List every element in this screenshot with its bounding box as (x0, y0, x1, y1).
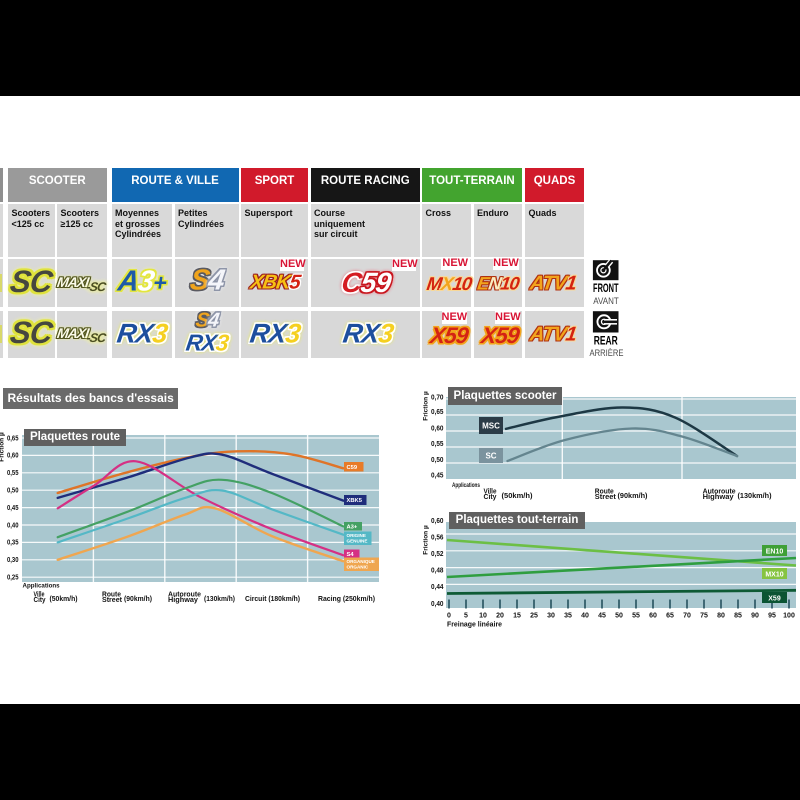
svg-text:S4: S4 (347, 552, 355, 558)
svg-text:Autoroute: Autoroute (703, 489, 736, 496)
svg-text:GENUINE: GENUINE (347, 539, 368, 544)
svg-text:0,65: 0,65 (431, 409, 444, 416)
svg-text:0,25: 0,25 (7, 575, 19, 582)
svg-text:MSC: MSC (482, 422, 500, 431)
svg-text:0,65: 0,65 (7, 435, 19, 442)
svg-text:ARRIÈRE: ARRIÈRE (590, 348, 624, 359)
svg-text:ORGANIQUE: ORGANIQUE (347, 559, 375, 564)
svg-text:0,70: 0,70 (431, 394, 444, 401)
svg-text:45: 45 (598, 613, 606, 620)
svg-text:0,44: 0,44 (431, 584, 444, 591)
svg-text:(90km/h): (90km/h) (124, 596, 152, 603)
svg-text:0,60: 0,60 (431, 425, 444, 432)
svg-text:Highway: Highway (703, 494, 734, 501)
svg-text:FRONT: FRONT (593, 283, 619, 295)
svg-text:A3+: A3+ (347, 524, 358, 530)
svg-text:Route: Route (595, 489, 614, 496)
svg-text:Friction µ: Friction µ (423, 391, 430, 421)
svg-text:0,40: 0,40 (7, 522, 19, 529)
svg-text:70: 70 (683, 613, 691, 620)
svg-text:60: 60 (649, 613, 657, 620)
svg-text:Applications: Applications (452, 482, 480, 489)
svg-text:EN10: EN10 (766, 548, 784, 555)
svg-text:SC: SC (485, 452, 496, 461)
svg-text:(90km/h): (90km/h) (618, 493, 648, 500)
svg-text:Ville: Ville (484, 489, 497, 496)
svg-text:Friction µ: Friction µ (0, 432, 6, 462)
svg-text:10: 10 (479, 613, 487, 620)
svg-text:(50km/h): (50km/h) (50, 596, 78, 603)
svg-text:40: 40 (581, 613, 589, 620)
svg-text:15: 15 (513, 613, 521, 620)
svg-text:City: City (34, 597, 46, 604)
svg-text:Racing (250km/h): Racing (250km/h) (318, 596, 375, 603)
svg-text:Circuit (180km/h): Circuit (180km/h) (245, 596, 300, 603)
svg-text:0,56: 0,56 (431, 534, 444, 541)
svg-text:75: 75 (700, 613, 708, 620)
svg-text:35: 35 (564, 613, 572, 620)
svg-text:25: 25 (530, 613, 538, 620)
svg-text:(130km/h): (130km/h) (738, 493, 772, 500)
svg-text:85: 85 (734, 613, 742, 620)
svg-text:0,55: 0,55 (431, 441, 444, 448)
svg-text:0,52: 0,52 (431, 551, 444, 558)
svg-text:50: 50 (615, 613, 623, 620)
svg-text:Highway: Highway (168, 597, 198, 604)
svg-text:ORGANIC: ORGANIC (347, 565, 369, 570)
svg-text:65: 65 (666, 613, 674, 620)
svg-text:0,60: 0,60 (431, 518, 444, 525)
svg-text:ORIGINE: ORIGINE (347, 533, 366, 538)
svg-text:55: 55 (632, 613, 640, 620)
svg-text:(50km/h): (50km/h) (502, 493, 533, 500)
svg-text:100: 100 (783, 613, 795, 620)
svg-text:5: 5 (464, 613, 468, 620)
svg-text:30: 30 (547, 613, 555, 620)
svg-text:Freinage linéaire: Freinage linéaire (447, 620, 502, 629)
svg-text:0,48: 0,48 (431, 567, 444, 574)
svg-text:Street: Street (595, 494, 617, 501)
svg-text:0,60: 0,60 (7, 453, 19, 460)
svg-text:XBK5: XBK5 (347, 498, 363, 504)
svg-text:0,50: 0,50 (7, 488, 19, 495)
svg-text:Route: Route (102, 592, 121, 599)
svg-text:(130km/h): (130km/h) (204, 596, 235, 603)
svg-text:0,40: 0,40 (431, 601, 444, 608)
svg-text:20: 20 (496, 613, 504, 620)
svg-text:80: 80 (717, 613, 725, 620)
svg-text:REAR: REAR (594, 335, 619, 347)
svg-text:Friction µ: Friction µ (423, 525, 430, 555)
svg-text:City: City (484, 494, 497, 501)
svg-text:95: 95 (768, 613, 776, 620)
svg-text:Applications: Applications (23, 583, 61, 590)
svg-text:0,50: 0,50 (431, 457, 444, 464)
svg-text:Ville: Ville (34, 592, 45, 599)
svg-text:AVANT: AVANT (593, 296, 619, 307)
svg-text:MX10: MX10 (765, 571, 783, 578)
svg-text:0: 0 (447, 613, 451, 620)
svg-text:Street: Street (102, 597, 123, 604)
svg-text:0,45: 0,45 (7, 505, 19, 512)
svg-text:C59: C59 (347, 465, 358, 471)
svg-text:0,35: 0,35 (7, 540, 19, 547)
svg-text:0,55: 0,55 (7, 470, 19, 477)
svg-text:0,30: 0,30 (7, 557, 19, 564)
svg-text:X59: X59 (768, 595, 781, 602)
svg-text:Autoroute: Autoroute (168, 592, 201, 599)
svg-text:90: 90 (751, 613, 759, 620)
svg-text:0,45: 0,45 (431, 473, 444, 480)
